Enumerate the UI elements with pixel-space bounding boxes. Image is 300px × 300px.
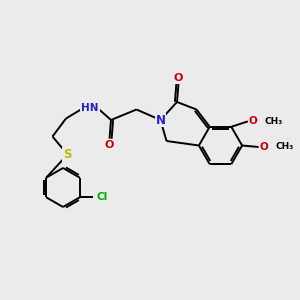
Text: CH₃: CH₃ (275, 142, 293, 152)
Text: HN: HN (81, 103, 99, 113)
Text: O: O (260, 142, 268, 152)
Text: O: O (105, 140, 114, 150)
Text: N: N (155, 113, 166, 127)
Text: O: O (249, 116, 258, 126)
Text: S: S (63, 148, 72, 161)
Text: Cl: Cl (96, 192, 107, 202)
Text: CH₃: CH₃ (264, 117, 283, 126)
Text: O: O (174, 73, 183, 83)
